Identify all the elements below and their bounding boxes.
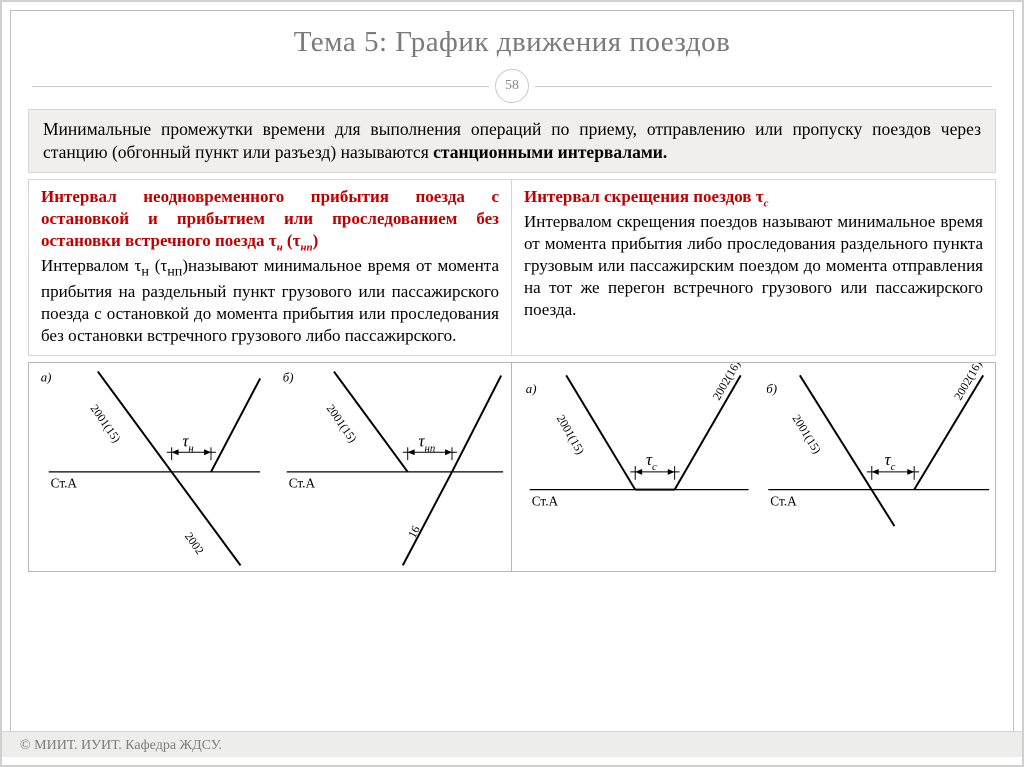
- svg-text:τс: τс: [646, 450, 657, 473]
- right-column: Интервал скрещения поездов τс Интервалом…: [512, 179, 996, 356]
- svg-text:б): б): [283, 371, 294, 385]
- diagram-left: а) Ст.А 2001(15) 2002 τн: [28, 362, 512, 572]
- svg-text:а): а): [526, 382, 537, 396]
- svg-text:2002(16): 2002(16): [709, 363, 743, 402]
- slide-title: Тема 5: График движения поездов: [22, 26, 1002, 59]
- svg-text:2001(15): 2001(15): [789, 412, 824, 456]
- intro-bold: станционными интервалами.: [433, 142, 667, 162]
- diagram-left-svg: а) Ст.А 2001(15) 2002 τн: [29, 363, 511, 571]
- svg-text:Ст.А: Ст.А: [532, 494, 559, 509]
- intro-text: Минимальные промежутки времени для выпол…: [28, 109, 996, 173]
- title-divider: 58: [32, 69, 992, 103]
- svg-text:16: 16: [405, 523, 423, 540]
- left-body: Интервалом τн (τнп)называют минимальное …: [41, 256, 499, 345]
- svg-text:Ст.А: Ст.А: [289, 476, 316, 491]
- page-number: 58: [495, 69, 529, 103]
- svg-text:Ст.А: Ст.А: [770, 494, 797, 509]
- left-heading: Интервал неодновременного прибытия поезд…: [41, 187, 499, 250]
- right-heading: Интервал скрещения поездов τс: [524, 187, 768, 206]
- columns: Интервал неодновременного прибытия поезд…: [28, 179, 996, 356]
- svg-text:τн: τн: [182, 431, 193, 454]
- diagram-row: а) Ст.А 2001(15) 2002 τн: [28, 362, 996, 572]
- diagram-right: а) Ст.А 2001(15) 2002(16) τс б): [512, 362, 996, 572]
- svg-text:2001(15): 2001(15): [88, 402, 124, 446]
- svg-text:2001(15): 2001(15): [554, 412, 588, 457]
- svg-text:2002: 2002: [182, 530, 207, 557]
- svg-text:б): б): [766, 382, 777, 396]
- right-body: Интервалом скрещения поездов называют ми…: [524, 212, 983, 319]
- svg-text:τнп: τнп: [419, 431, 436, 454]
- svg-text:2001(15): 2001(15): [324, 402, 360, 446]
- svg-text:τс: τс: [885, 450, 896, 473]
- footer: © МИИТ. ИУИТ. Кафедра ЖДСУ.: [2, 731, 1022, 757]
- left-column: Интервал неодновременного прибытия поезд…: [28, 179, 512, 356]
- svg-text:а): а): [41, 371, 52, 385]
- slide: Тема 5: График движения поездов 58 Миним…: [0, 0, 1024, 767]
- svg-text:Ст.А: Ст.А: [51, 476, 78, 491]
- diagram-right-svg: а) Ст.А 2001(15) 2002(16) τс б): [512, 363, 995, 571]
